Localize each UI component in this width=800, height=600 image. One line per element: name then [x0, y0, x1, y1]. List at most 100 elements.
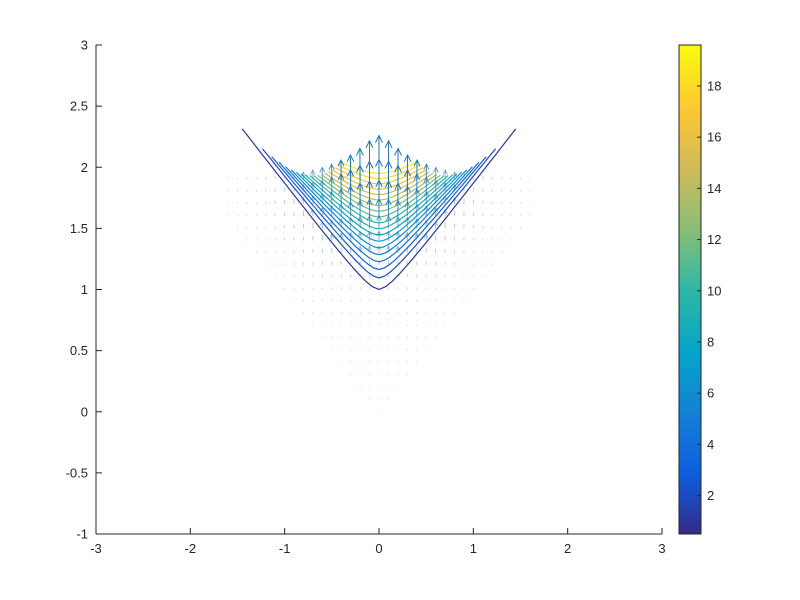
quiver-head-234: [319, 220, 325, 226]
quiver-head-238: [357, 215, 363, 222]
y-tick-label-5: 1.5: [70, 221, 88, 236]
quiver-head-206: [338, 232, 344, 238]
colorbar-gradient: [678, 44, 702, 535]
quiver-head-363: [300, 171, 306, 177]
x-tick-label-6: 3: [658, 541, 665, 556]
quiver-head-369: [355, 147, 364, 156]
axes: -3 -2 -1 0 1 2 3 -1 -0.5 0 0.5 1 1.5 2 2.5 3: [66, 38, 666, 557]
quiver-head-279: [442, 208, 448, 214]
quiver-head-344: [432, 179, 439, 186]
quiver-head-215: [423, 233, 429, 239]
quiver-head-312: [442, 194, 448, 201]
quiver-head-365: [319, 166, 326, 173]
x-tick-label-3: 0: [375, 541, 382, 556]
quiver-head-244: [414, 217, 420, 224]
quiver-head-278: [433, 206, 439, 213]
quiver-head-235: [329, 219, 335, 225]
quiver-head-371: [375, 134, 383, 143]
x-tick-label-0: -3: [90, 541, 102, 556]
contour-line-2: [261, 148, 497, 279]
colorbar-tick-label-5: 12: [707, 232, 721, 247]
quiver-head-210: [376, 230, 382, 236]
contour-line-5: [285, 166, 473, 256]
quiver-head-310: [423, 190, 430, 197]
x-tick-label-5: 2: [564, 541, 571, 556]
quiver-head-300: [328, 190, 335, 197]
x-tick-label-2: -1: [279, 541, 291, 556]
quiver-head-276: [414, 203, 420, 210]
quiver-head-266: [319, 206, 325, 213]
quiver-head-209: [366, 230, 373, 237]
colorbar-tick-label-0: 2: [707, 488, 714, 503]
quiver-head-367: [337, 159, 345, 167]
colorbar-tick-label-7: 16: [707, 130, 721, 145]
contour-line-9: [305, 174, 453, 230]
y-tick-label-7: 2.5: [70, 99, 88, 114]
quiver-head-205: [329, 233, 335, 239]
quiver-head-332: [319, 179, 326, 186]
colorbar-tick-label-2: 6: [707, 386, 714, 401]
quiver-head-245: [423, 219, 429, 225]
quiver-head-366: [328, 163, 335, 170]
quiver-head-364: [310, 168, 316, 175]
colorbar-tick-label-8: 18: [707, 78, 721, 93]
quiver-head-370: [365, 139, 374, 149]
quiver-head-277: [423, 204, 429, 211]
quiver-head-183: [385, 245, 391, 251]
quiver-head-372: [384, 139, 393, 149]
contour-line-1: [241, 128, 517, 291]
contour-line-6: [290, 169, 468, 249]
quiver-head-297: [301, 196, 306, 202]
quiver-head-208: [357, 230, 363, 237]
plot-area: [227, 128, 531, 412]
y-tick-label-1: -0.5: [66, 465, 88, 480]
quiver-head-212: [395, 230, 401, 237]
quiver-head-375: [413, 159, 421, 167]
quiver-head-268: [338, 203, 344, 210]
quiver-head-246: [433, 220, 439, 226]
quiver-head-299: [319, 192, 325, 199]
quiver-head-379: [452, 171, 458, 177]
quiver-head-378: [442, 168, 448, 175]
quiver-head-213: [404, 231, 410, 238]
x-tick-label-4: 1: [470, 541, 477, 556]
contour-line-3: [271, 156, 487, 271]
quiver-head-214: [414, 232, 420, 238]
quiver-head-265: [310, 208, 316, 214]
y-tick-label-0: -1: [76, 527, 88, 542]
y-tick-label-3: 0.5: [70, 343, 88, 358]
quiver-head-345: [442, 181, 448, 188]
quiver-head-182: [376, 244, 382, 251]
quiver-head-236: [338, 217, 344, 224]
y-tick-label-2: 0: [81, 404, 88, 419]
quiver-head-376: [423, 163, 430, 170]
y-tick-label-4: 1: [81, 282, 88, 297]
quiver-head-267: [329, 204, 335, 211]
colorbar: 2 4 6 8 10 12 14 16 18: [678, 44, 721, 535]
quiver-head-377: [432, 166, 439, 173]
contour-line-7: [295, 171, 463, 242]
y-tick-label-6: 2: [81, 160, 88, 175]
x-tick-label-1: -2: [185, 541, 197, 556]
quiver-head-180: [357, 245, 363, 251]
quiver-head-374: [403, 153, 412, 162]
quiver-head-311: [433, 192, 439, 199]
quiver-head-373: [394, 147, 403, 156]
quiver-head-368: [346, 153, 355, 162]
quiver-head-237: [347, 216, 354, 223]
colorbar-tick-label-6: 14: [707, 181, 721, 196]
quiver-head-298: [310, 194, 316, 201]
colorbar-tick-label-4: 10: [707, 283, 721, 298]
contour-line-4: [278, 161, 480, 263]
quiver-head-313: [452, 196, 457, 202]
quiver-head-181: [367, 245, 373, 251]
quiver-head-331: [310, 181, 316, 188]
colorbar-tick-label-1: 4: [707, 437, 714, 452]
quiver-head-330: [300, 183, 306, 190]
quiver-head-346: [452, 183, 458, 190]
quiver-head-243: [404, 216, 411, 223]
quiver-head-184: [395, 245, 401, 251]
y-tick-label-8: 3: [81, 38, 88, 53]
quiver-head-211: [385, 230, 392, 237]
